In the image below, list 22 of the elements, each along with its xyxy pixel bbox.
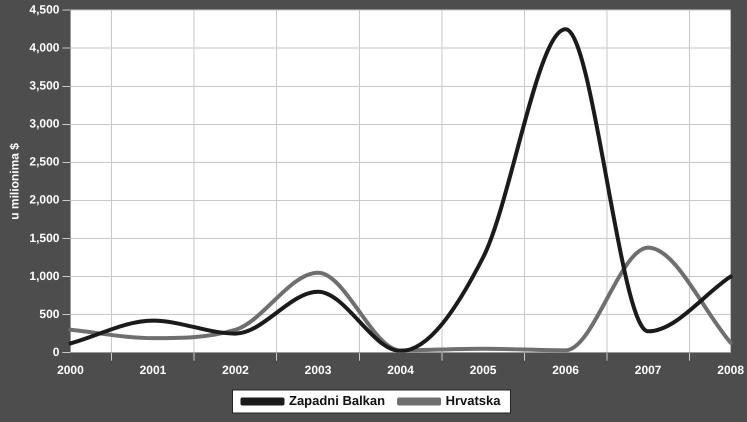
y-tick-label: 1,500 bbox=[29, 230, 60, 245]
x-tick-label: 2005 bbox=[470, 363, 497, 378]
x-tick-label: 2006 bbox=[552, 363, 580, 378]
y-tick-label: 2,000 bbox=[29, 192, 60, 207]
x-tick-label: 2002 bbox=[222, 363, 250, 378]
y-tick-label: 1,000 bbox=[29, 268, 60, 283]
y-tick-label: 3,000 bbox=[29, 116, 60, 131]
y-tick-label: 3,500 bbox=[29, 78, 60, 93]
x-tick-label: 2008 bbox=[717, 363, 744, 378]
x-tick-label: 2007 bbox=[634, 363, 662, 378]
legend-label: Zapadni Balkan bbox=[289, 393, 386, 408]
y-tick-label: 500 bbox=[39, 306, 60, 321]
legend-label: Hrvatska bbox=[446, 393, 502, 408]
y-axis-title: u milionima $ bbox=[8, 142, 22, 220]
x-tick-label: 2003 bbox=[304, 363, 332, 378]
x-tick-label: 2001 bbox=[140, 363, 167, 378]
y-tick-label: 4,500 bbox=[29, 2, 60, 17]
y-tick-label: 2,500 bbox=[29, 154, 60, 169]
x-tick-label: 2000 bbox=[57, 363, 84, 378]
y-tick-label: 4,000 bbox=[29, 40, 60, 55]
y-tick-label: 0 bbox=[52, 344, 60, 359]
x-tick-label: 2004 bbox=[387, 363, 414, 378]
